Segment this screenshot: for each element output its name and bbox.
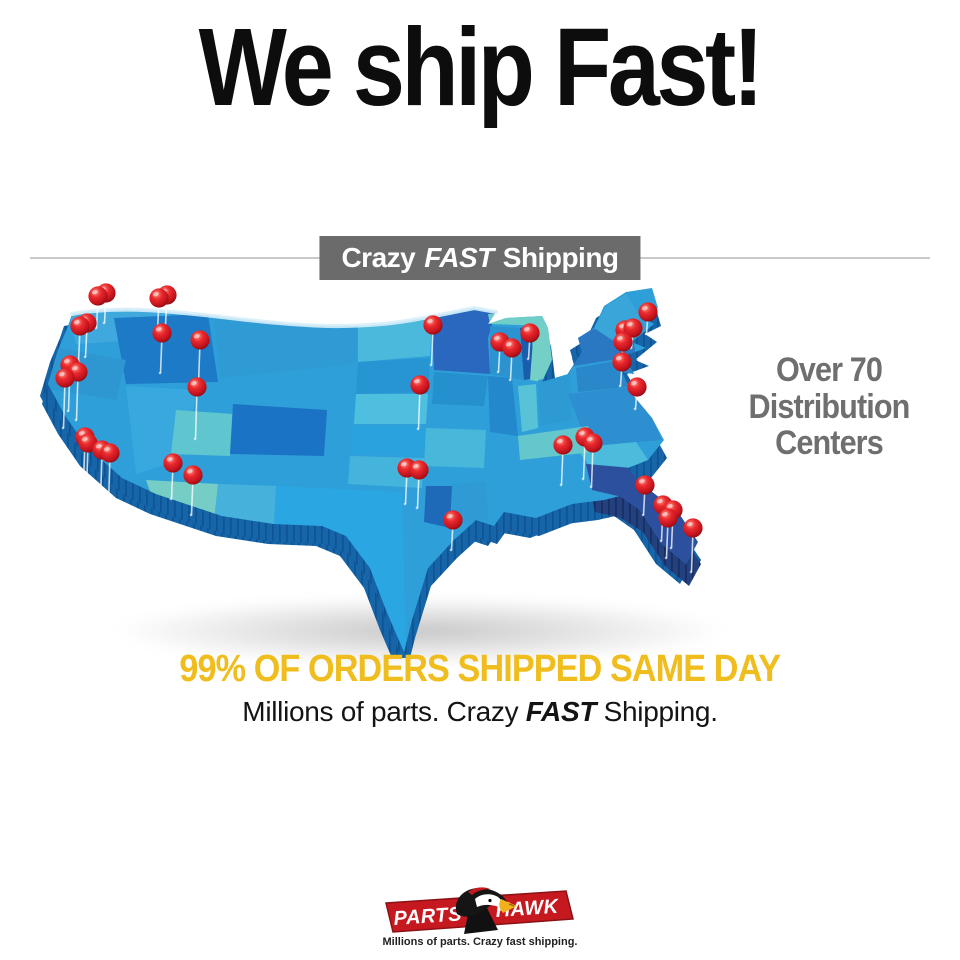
map-pin: [683, 518, 703, 574]
state-patches: [48, 294, 698, 652]
page-title: We ship Fast!: [0, 4, 960, 131]
shipping-ribbon: Crazy FAST Shipping: [319, 236, 641, 280]
map-pin: [553, 435, 573, 487]
map-pin: [100, 443, 120, 507]
map-pin: [423, 315, 443, 367]
map-pin: [627, 377, 647, 411]
map-pin: [163, 453, 183, 501]
partshawk-logo: PARTS HAWK Millions of parts. Crazy fast…: [375, 884, 585, 948]
map-pin: [658, 508, 678, 560]
distribution-caption-line1: Over 70: [775, 351, 883, 389]
map-pin: [443, 510, 463, 552]
pins-layer: [55, 283, 703, 574]
map-extrusion: [40, 300, 701, 658]
map-pin: [623, 318, 643, 350]
map-pin: [583, 433, 603, 489]
map-pin: [190, 330, 210, 386]
sub-headline-pre: Millions of parts. Crazy: [242, 696, 519, 727]
page-title-text: We ship Fast!: [199, 6, 764, 129]
same-day-headline: 99% OF ORDERS SHIPPED SAME DAY: [0, 648, 960, 691]
map-pin: [612, 352, 632, 388]
map-pin: [635, 475, 655, 517]
map-pin: [152, 323, 172, 375]
same-day-headline-text: 99% OF ORDERS SHIPPED SAME DAY: [179, 648, 782, 690]
hawk-head-icon: [455, 887, 517, 934]
logo-parts-text: PARTS: [393, 903, 463, 930]
distribution-caption-line2: Distribution: [748, 387, 911, 426]
map-pin: [88, 286, 108, 330]
map-pin: [183, 465, 203, 517]
map-pin: [55, 368, 75, 430]
usa-map-svg: [40, 283, 703, 658]
map-pin: [410, 375, 430, 431]
ribbon-word-fast: FAST: [424, 242, 494, 273]
logo-tagline: Millions of parts. Crazy fast shipping.: [382, 936, 578, 948]
ribbon-word-crazy: Crazy: [341, 242, 416, 273]
usa-map: [28, 268, 718, 658]
map-pin: [502, 338, 522, 382]
map-pin: [409, 460, 429, 510]
distribution-caption-line3: Centers: [775, 424, 884, 463]
distribution-caption: Over 70 Distribution Centers: [711, 352, 947, 462]
partshawk-logo-svg: PARTS HAWK: [385, 887, 574, 934]
sub-headline-fast: FAST: [525, 696, 597, 727]
ribbon-word-shipping: Shipping: [502, 242, 619, 273]
map-pin: [520, 323, 540, 361]
sub-headline-post: Shipping.: [603, 696, 718, 727]
florida-extrusion: [589, 486, 701, 586]
map-pin: [638, 302, 658, 336]
sub-headline: Millions of parts. Crazy FAST Shipping.: [0, 696, 960, 728]
map-pin: [70, 316, 90, 364]
map-pin: [187, 377, 207, 441]
